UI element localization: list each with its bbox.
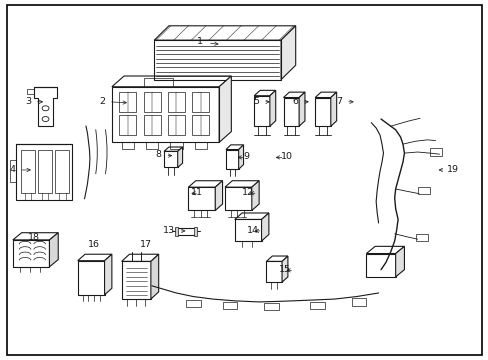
Polygon shape (269, 90, 275, 126)
Text: 1: 1 (197, 37, 203, 46)
Text: 3: 3 (25, 96, 31, 105)
Polygon shape (330, 92, 336, 126)
Text: 14: 14 (246, 226, 259, 235)
Text: 9: 9 (243, 152, 249, 161)
Polygon shape (282, 256, 287, 282)
Text: 10: 10 (281, 152, 292, 161)
Text: 15: 15 (278, 265, 290, 274)
Polygon shape (193, 227, 196, 235)
Polygon shape (299, 92, 305, 126)
Text: 5: 5 (253, 96, 259, 105)
Polygon shape (281, 26, 295, 80)
Text: 19: 19 (446, 165, 458, 174)
Polygon shape (175, 227, 178, 235)
Polygon shape (215, 181, 222, 211)
Text: 13: 13 (163, 226, 175, 235)
Text: 4: 4 (9, 165, 15, 174)
Text: 17: 17 (140, 240, 152, 249)
Polygon shape (104, 254, 112, 295)
Polygon shape (395, 246, 404, 277)
Polygon shape (261, 213, 268, 241)
Text: 12: 12 (242, 188, 254, 197)
Polygon shape (219, 76, 231, 142)
Polygon shape (49, 233, 58, 267)
Polygon shape (251, 181, 259, 211)
Polygon shape (177, 147, 182, 167)
Polygon shape (151, 254, 158, 299)
Text: 8: 8 (155, 150, 161, 159)
Text: 11: 11 (191, 188, 203, 197)
Text: 18: 18 (28, 233, 40, 242)
Text: 2: 2 (100, 96, 105, 105)
Text: 16: 16 (88, 240, 100, 249)
Text: 6: 6 (291, 96, 298, 105)
Polygon shape (238, 145, 243, 169)
Text: 7: 7 (335, 96, 341, 105)
